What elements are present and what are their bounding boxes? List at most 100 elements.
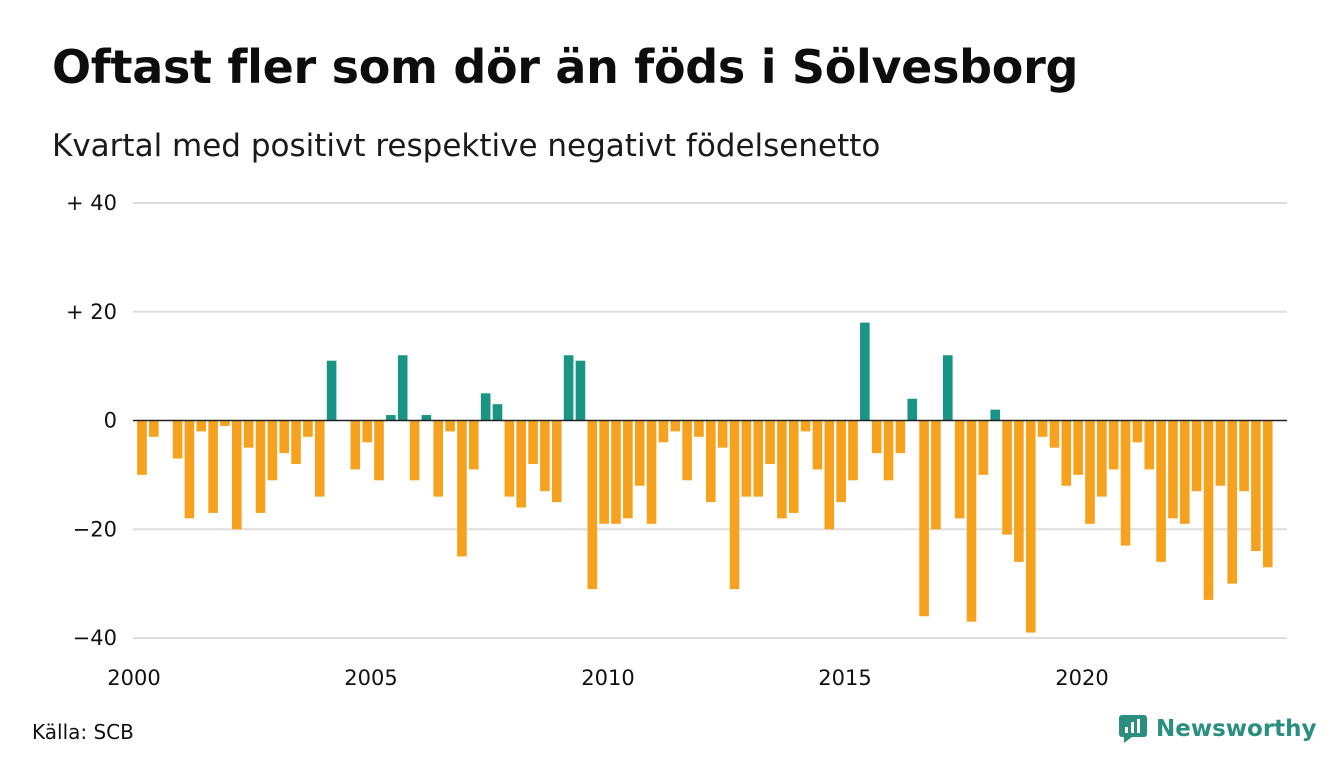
bar xyxy=(374,420,384,481)
bar xyxy=(445,420,455,432)
bar xyxy=(1097,420,1107,497)
bar xyxy=(658,420,669,443)
bar xyxy=(1085,420,1095,524)
bar xyxy=(1120,420,1131,546)
bar xyxy=(386,415,396,421)
bar xyxy=(457,420,467,557)
bar xyxy=(682,420,692,481)
y-tick-label: + 40 xyxy=(66,191,117,215)
bar xyxy=(196,420,207,432)
y-tick-label: 0 xyxy=(104,409,117,433)
bar xyxy=(208,420,218,513)
bar xyxy=(528,420,538,464)
bar xyxy=(1014,420,1024,562)
bar xyxy=(943,355,953,421)
bar xyxy=(563,355,574,421)
bar xyxy=(1227,420,1237,584)
bar xyxy=(706,420,716,503)
bar xyxy=(824,420,835,530)
bar xyxy=(1180,420,1190,524)
bar xyxy=(1002,420,1012,535)
axis-labels: + 40 + 20 0 −20 −40 2000 2005 2010 2015 2020 xyxy=(66,191,1109,690)
x-tick-label: 2010 xyxy=(581,666,634,690)
newsworthy-logo: Newsworthy xyxy=(1118,714,1317,744)
bar xyxy=(623,420,633,519)
x-tick-label: 2005 xyxy=(344,666,397,690)
bar xyxy=(540,420,550,492)
bar xyxy=(433,420,444,497)
bar xyxy=(966,420,977,622)
bar xyxy=(1132,420,1143,443)
bar xyxy=(646,420,657,524)
bar xyxy=(516,420,526,508)
y-tick-label: −20 xyxy=(73,517,117,541)
bar xyxy=(907,398,918,421)
bar xyxy=(765,420,775,464)
bar xyxy=(172,420,183,459)
bar xyxy=(978,420,989,475)
bar xyxy=(836,420,846,503)
bar xyxy=(919,420,929,617)
bar xyxy=(611,420,621,524)
bar xyxy=(729,420,740,590)
bar xyxy=(599,420,609,524)
bar xyxy=(243,420,254,448)
bar xyxy=(812,420,823,470)
bar xyxy=(587,420,598,590)
bar xyxy=(232,420,242,530)
bar xyxy=(1037,420,1048,437)
bar xyxy=(753,420,763,497)
bar xyxy=(480,393,491,421)
bar xyxy=(397,355,408,421)
bar xyxy=(848,420,858,481)
bar xyxy=(303,420,313,437)
x-tick-label: 2020 xyxy=(1055,666,1108,690)
chart-title: Oftast fler som dör än föds i Sölvesborg xyxy=(52,40,1079,94)
bar xyxy=(1156,420,1166,562)
x-tick-label: 2000 xyxy=(107,666,160,690)
bar xyxy=(670,420,681,432)
bar xyxy=(421,415,432,421)
bar xyxy=(1191,420,1202,492)
bar xyxy=(362,420,372,443)
bar xyxy=(990,409,1000,421)
bar xyxy=(800,420,811,432)
bar xyxy=(1262,420,1273,568)
bar xyxy=(860,322,870,421)
source-note: Källa: SCB xyxy=(32,720,134,744)
bar xyxy=(1025,420,1036,633)
bar xyxy=(1144,420,1155,470)
bar xyxy=(469,420,479,470)
bar xyxy=(551,420,562,503)
bar xyxy=(326,360,337,421)
bar xyxy=(883,420,894,481)
bar xyxy=(788,420,799,513)
bar xyxy=(954,420,965,519)
bar xyxy=(1239,420,1249,492)
bar xyxy=(575,360,586,421)
bar xyxy=(1203,420,1214,600)
bar xyxy=(279,420,289,454)
bar xyxy=(717,420,728,448)
bar xyxy=(220,420,230,426)
bar xyxy=(267,420,278,481)
grid-lines xyxy=(133,202,1287,639)
chart-subtitle: Kvartal med positivt respektive negativt… xyxy=(52,128,881,164)
brand-name: Newsworthy xyxy=(1156,716,1317,742)
y-tick-label: −40 xyxy=(73,626,117,650)
bars xyxy=(133,322,1287,633)
bar xyxy=(1168,420,1178,519)
bar xyxy=(1061,420,1072,486)
bar xyxy=(1073,420,1083,475)
bar xyxy=(895,420,906,454)
bar xyxy=(741,420,752,497)
bar xyxy=(350,420,361,470)
bar xyxy=(1251,420,1261,551)
bar xyxy=(1049,420,1060,448)
bar xyxy=(777,420,787,519)
bar xyxy=(314,420,325,497)
bar xyxy=(409,420,420,481)
bar xyxy=(694,420,704,437)
bar xyxy=(1215,420,1226,486)
